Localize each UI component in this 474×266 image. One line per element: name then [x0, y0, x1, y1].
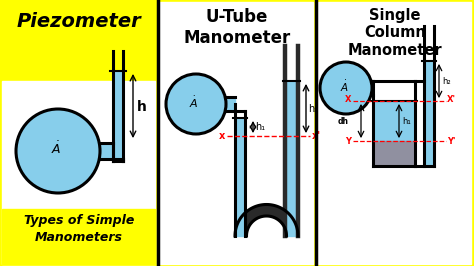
- Bar: [318, 2, 471, 264]
- Polygon shape: [235, 205, 298, 236]
- Bar: [2, 81, 155, 264]
- Bar: [113, 72, 122, 160]
- Circle shape: [166, 74, 226, 134]
- Text: Single
Column
Manometer: Single Column Manometer: [348, 8, 442, 58]
- Text: h: h: [137, 100, 147, 114]
- Polygon shape: [235, 205, 298, 236]
- Bar: [374, 141, 414, 164]
- Text: $\dot{A}$: $\dot{A}$: [51, 141, 61, 157]
- Text: X: X: [345, 95, 351, 105]
- Bar: [372, 81, 373, 94]
- Text: Y': Y': [447, 138, 456, 147]
- Text: $\dot{A}$: $\dot{A}$: [339, 78, 348, 94]
- Text: U-Tube
Manometer: U-Tube Manometer: [183, 8, 291, 47]
- Text: Piezometer: Piezometer: [17, 12, 141, 31]
- Text: x: x: [219, 131, 225, 141]
- Bar: [2, 209, 155, 264]
- Text: Manometers: Manometers: [35, 231, 123, 244]
- Text: $\dot{A}$: $\dot{A}$: [189, 94, 199, 110]
- Text: dh: dh: [338, 117, 349, 126]
- Text: Types of Simple: Types of Simple: [24, 214, 134, 227]
- Text: h₁: h₁: [402, 117, 411, 126]
- Text: x': x': [312, 131, 321, 141]
- Circle shape: [320, 62, 372, 114]
- Bar: [226, 98, 235, 110]
- Bar: [100, 143, 113, 159]
- Bar: [160, 2, 313, 264]
- Bar: [374, 101, 414, 141]
- Bar: [425, 60, 434, 165]
- Text: Y: Y: [345, 138, 351, 147]
- Text: X': X': [447, 95, 456, 105]
- Text: h₂: h₂: [442, 77, 451, 85]
- Text: h₁: h₁: [255, 122, 265, 132]
- Bar: [285, 81, 298, 236]
- Circle shape: [16, 109, 100, 193]
- Bar: [236, 118, 245, 236]
- Text: h₂: h₂: [308, 103, 318, 114]
